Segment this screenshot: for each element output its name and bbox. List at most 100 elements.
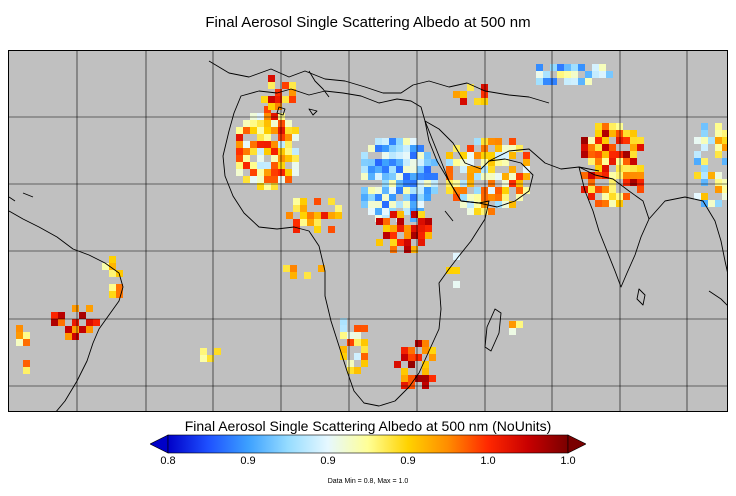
data-pixel: [460, 201, 467, 208]
data-pixel: [236, 134, 243, 141]
data-pixel: [592, 71, 599, 78]
data-pixel: [502, 180, 509, 187]
data-pixel: [488, 173, 495, 180]
data-pixel: [257, 176, 264, 183]
data-pixel: [65, 333, 72, 340]
data-pixel: [630, 158, 637, 165]
data-pixel: [314, 219, 321, 226]
data-pixel: [390, 239, 397, 246]
data-pixel: [250, 127, 257, 134]
data-pixel: [292, 169, 299, 176]
data-pixel: [429, 354, 436, 361]
data-pixel: [637, 144, 644, 151]
data-pixel: [602, 158, 609, 165]
data-range-note: Data Min = 0.8, Max = 1.0: [327, 478, 409, 485]
data-pixel: [460, 194, 467, 201]
data-pixel: [361, 187, 368, 194]
data-pixel: [250, 141, 257, 148]
data-pixel: [708, 137, 715, 144]
data-pixel: [335, 212, 342, 219]
data-pixel: [467, 84, 474, 91]
data-pixel: [431, 159, 438, 166]
data-pixel: [694, 158, 701, 165]
data-pixel: [550, 78, 557, 85]
data-pixel: [599, 71, 606, 78]
data-pixel: [602, 186, 609, 193]
data-pixel: [429, 375, 436, 382]
data-pixel: [446, 159, 453, 166]
data-pixel: [250, 113, 257, 120]
data-pixel: [588, 186, 595, 193]
data-pixel: [602, 200, 609, 207]
map-panel: [8, 50, 728, 412]
data-pixel: [488, 166, 495, 173]
data-pixel: [415, 354, 422, 361]
data-pixel: [623, 158, 630, 165]
data-pixel: [271, 183, 278, 190]
data-pixel: [609, 144, 616, 151]
data-pixel: [23, 360, 30, 367]
data-pixel: [314, 212, 321, 219]
data-pixel: [715, 200, 722, 207]
data-pixel: [722, 193, 727, 200]
data-pixel: [418, 239, 425, 246]
data-pixel: [474, 173, 481, 180]
data-pixel: [278, 155, 285, 162]
data-pixel: [361, 173, 368, 180]
data-pixel: [411, 211, 418, 218]
data-pixel: [411, 232, 418, 239]
data-pixel: [581, 172, 588, 179]
colorbar-over-arrow: [567, 434, 586, 454]
data-pixel: [109, 263, 116, 270]
data-pixel: [708, 172, 715, 179]
data-pixel: [408, 382, 415, 389]
map-canvas: [9, 51, 727, 411]
data-pixel: [361, 201, 368, 208]
data-pixel: [424, 187, 431, 194]
data-pixel: [595, 144, 602, 151]
data-pixel: [424, 173, 431, 180]
data-pixel: [354, 339, 361, 346]
data-pixel: [502, 159, 509, 166]
data-pixel: [424, 159, 431, 166]
data-pixel: [588, 172, 595, 179]
data-pixel: [257, 169, 264, 176]
data-pixel: [694, 137, 701, 144]
data-pixel: [467, 180, 474, 187]
data-pixel: [609, 193, 616, 200]
data-pixel: [271, 162, 278, 169]
data-pixel: [616, 137, 623, 144]
data-pixel: [630, 179, 637, 186]
data-pixel: [495, 145, 502, 152]
data-pixel: [264, 148, 271, 155]
data-pixel: [361, 166, 368, 173]
data-pixel: [361, 194, 368, 201]
map-title: Final Aerosol Single Scattering Albedo a…: [205, 14, 531, 31]
data-pixel: [602, 193, 609, 200]
data-pixel: [536, 78, 543, 85]
data-pixel: [340, 353, 347, 360]
data-pixel: [417, 152, 424, 159]
data-pixel: [564, 64, 571, 71]
data-pixel: [23, 367, 30, 374]
data-pixel: [300, 212, 307, 219]
data-pixel: [516, 321, 523, 328]
data-pixel: [453, 194, 460, 201]
data-pixel: [250, 176, 257, 183]
data-pixel: [368, 145, 375, 152]
data-pixel: [488, 152, 495, 159]
data-pixel: [502, 187, 509, 194]
data-pixel: [523, 152, 530, 159]
data-pixel: [86, 326, 93, 333]
data-pixel: [321, 212, 328, 219]
data-pixel: [694, 193, 701, 200]
data-pixel: [300, 198, 307, 205]
data-pixel: [481, 145, 488, 152]
data-pixel: [403, 180, 410, 187]
data-pixel: [314, 226, 321, 233]
data-pixel: [354, 367, 361, 374]
data-pixel: [79, 312, 86, 319]
data-pixel: [268, 103, 275, 110]
data-pixel: [701, 144, 708, 151]
data-pixel: [557, 64, 564, 71]
